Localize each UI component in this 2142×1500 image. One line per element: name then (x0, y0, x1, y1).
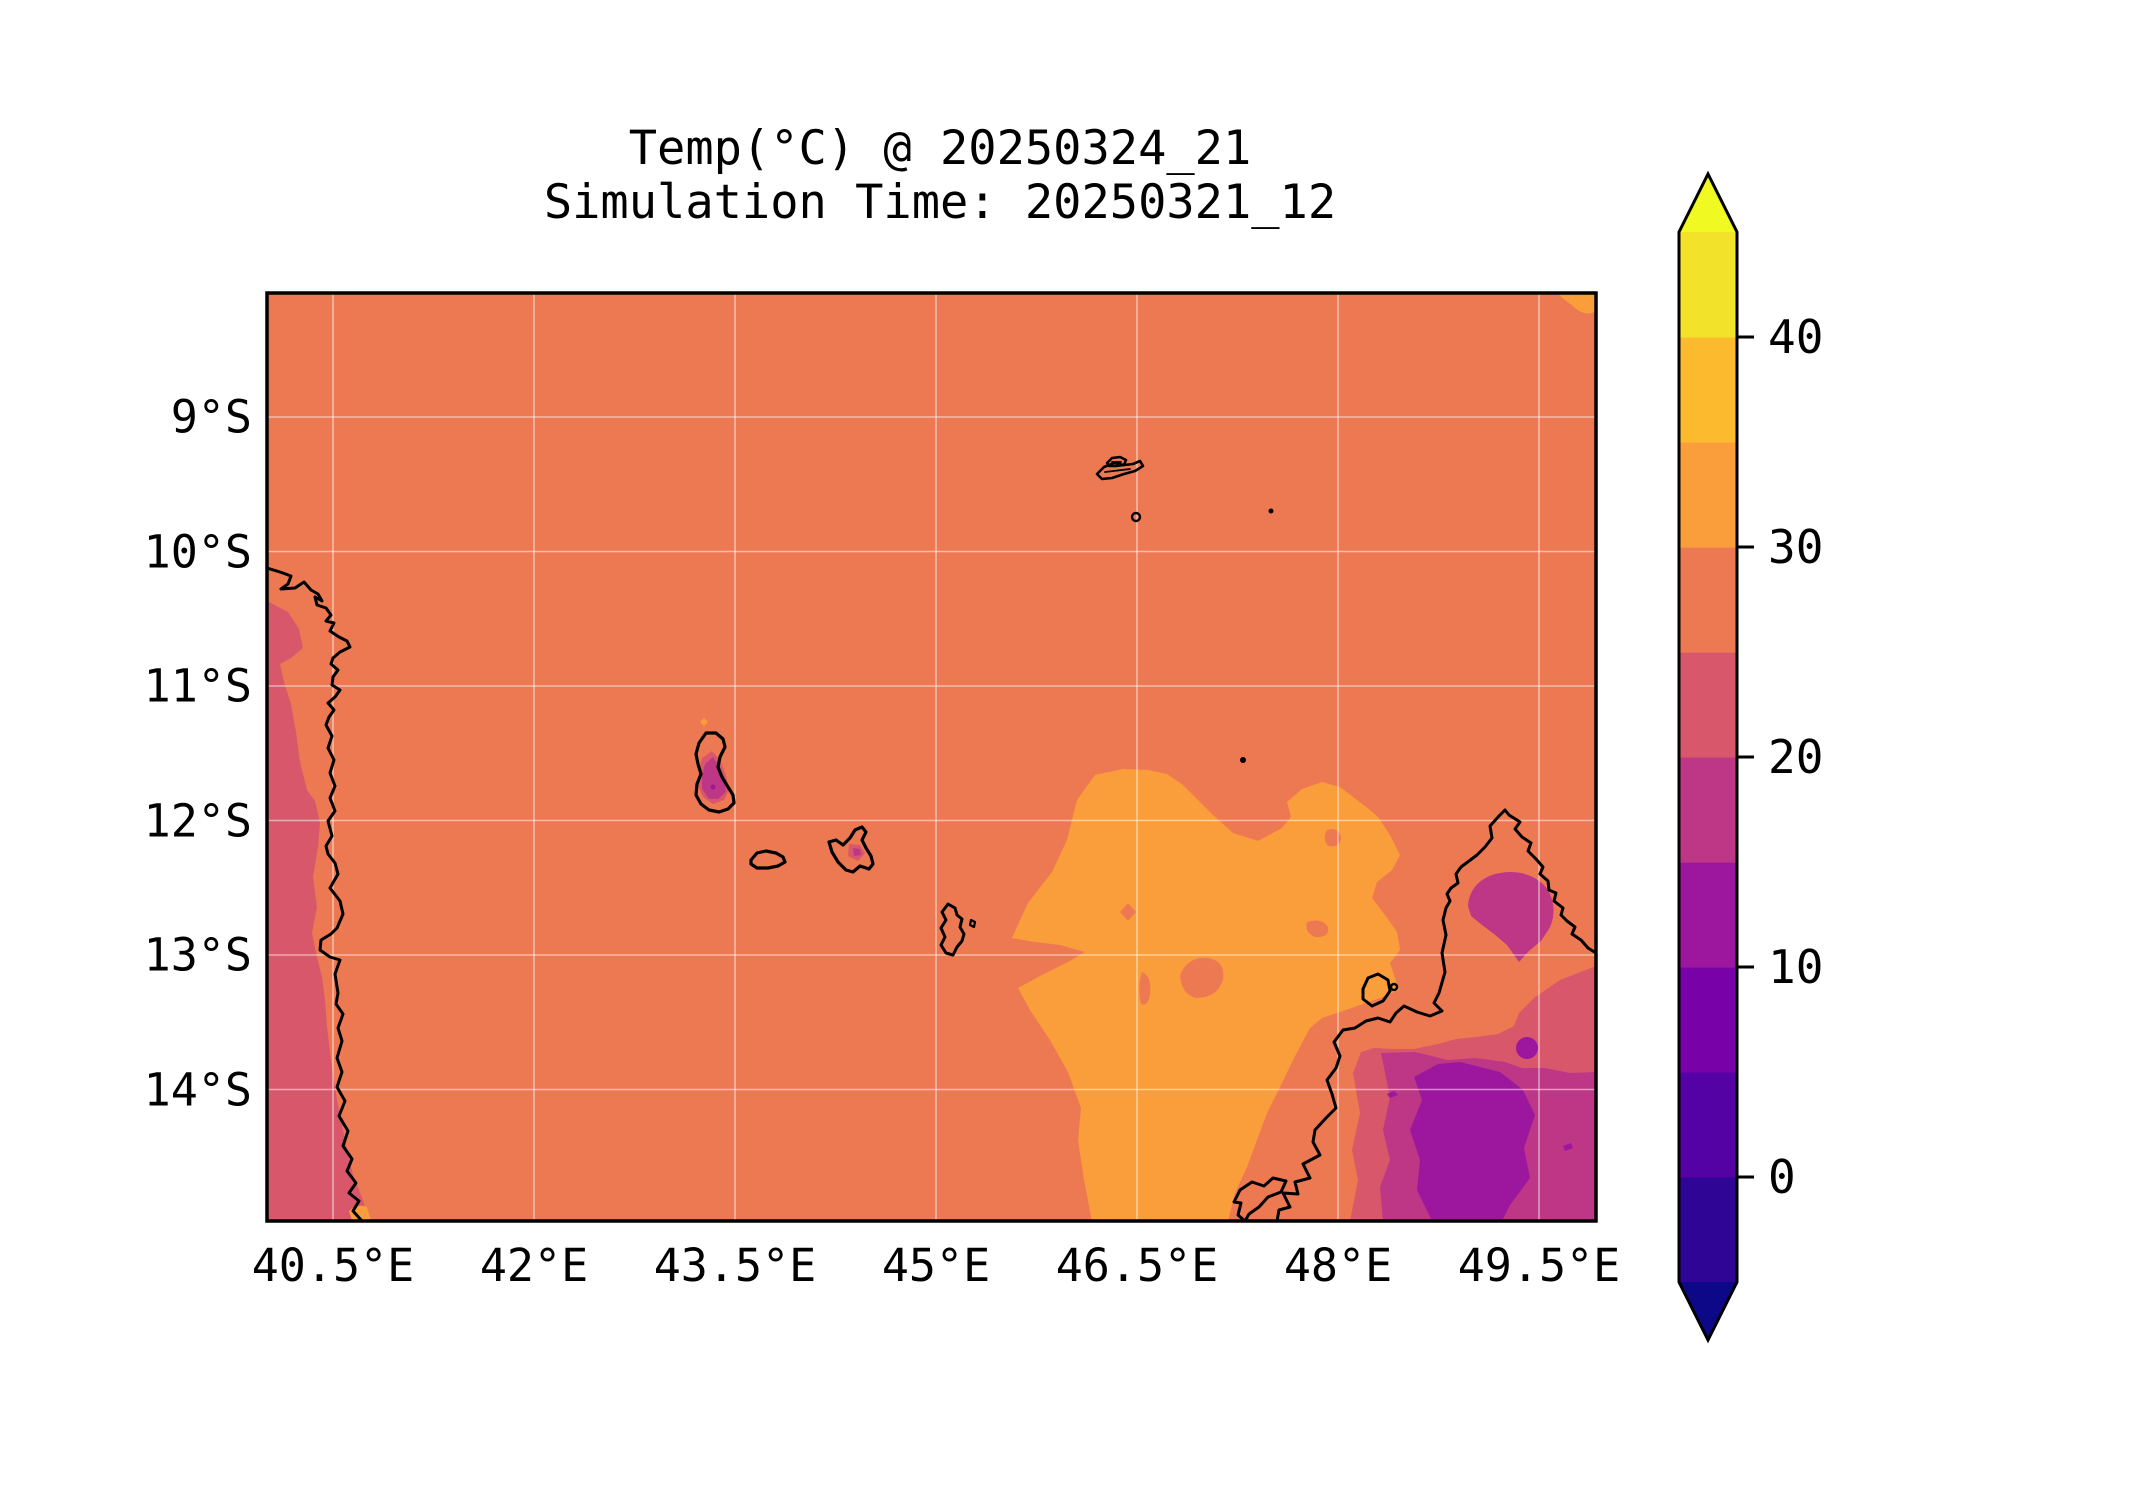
plot-title-line1: Temp(°C) @ 20250324_21 (628, 121, 1252, 176)
madagascar-coastline (1275, 808, 1596, 1221)
madagascar-peninsula (1232, 1176, 1288, 1221)
colorbar-tick-label: 20 (1768, 730, 1824, 784)
madagascar-north-cool-patch (1468, 871, 1554, 962)
grande-comore-cool-core (702, 757, 726, 799)
map-layers (267, 293, 1596, 1221)
grande-comore-cold-dot (710, 784, 716, 790)
x-tick-label: 48°E (1283, 1239, 1393, 1292)
grande-comore-outline (694, 731, 736, 814)
colorbar-band-25-30 (1679, 547, 1737, 653)
madagascar-highland-cold-blob (1410, 1062, 1535, 1221)
plot-title-line2: Simulation Time: 20250321_12 (543, 175, 1337, 230)
colorbar-outline (1677, 170, 1739, 1344)
y-tick-label: 10°S (143, 525, 252, 578)
y-tick-label: 11°S (143, 659, 252, 713)
colorbar-band--5-0 (1679, 1177, 1737, 1283)
colorbar-band-30-35 (1679, 442, 1737, 548)
map-plot-area (265, 291, 1598, 1223)
mayotte-islet (968, 918, 977, 929)
colorbar-band-10-15 (1679, 862, 1737, 968)
colorbar-tick-label: 10 (1768, 940, 1824, 994)
colorbar-band-35-40 (1679, 337, 1737, 443)
colorbar (1677, 170, 1754, 1344)
cold-dash-2 (1474, 1093, 1480, 1111)
map-frame-border (265, 291, 1598, 1223)
anjouan-cool-core (853, 848, 861, 856)
hot-blob-hole-1 (1120, 903, 1136, 921)
glorioso-chevron (1095, 459, 1145, 481)
x-tick-label: 43.5°E (653, 1239, 817, 1292)
y-tick-label: 14°S (143, 1063, 252, 1116)
x-tick-label: 49.5°E (1457, 1239, 1621, 1292)
hot-blob-hole-3 (1139, 972, 1151, 1005)
africa-coastline (267, 566, 364, 1221)
x-tick-label: 46.5°E (1055, 1239, 1219, 1292)
colorbar-tick-label: 0 (1768, 1150, 1796, 1204)
colorbar-band-0-5 (1679, 1072, 1737, 1178)
africa-cool-band (267, 601, 368, 1221)
x-tick-label: 42°E (479, 1239, 589, 1292)
islet-dot-south (1240, 757, 1246, 763)
hot-blob-hole-5 (1324, 829, 1341, 847)
y-tick-label: 12°S (143, 794, 252, 847)
colorbar-tick-label: 30 (1768, 520, 1824, 574)
hot-blob-hole-4 (1306, 920, 1329, 938)
nosy-islet (1389, 982, 1399, 992)
y-tick-label: 13°S (143, 928, 252, 982)
x-tick-label: 45°E (881, 1239, 991, 1292)
moheli-outline (749, 849, 787, 870)
glorioso-chevron-inner (1104, 468, 1131, 473)
colorbar-band-5-10 (1679, 967, 1737, 1073)
graticule-gridlines (267, 293, 1596, 1221)
hot-blob-hole-2 (1180, 957, 1224, 998)
cold-dash-3 (1563, 1143, 1573, 1151)
nosy-be-island (1361, 972, 1392, 1008)
colorbar-tick-label: 40 (1768, 310, 1824, 364)
reef-ring-dot (1130, 511, 1142, 523)
colorbar-band-20-25 (1679, 652, 1737, 758)
cold-dash-1 (1387, 1091, 1398, 1098)
comore-hot-speck (700, 718, 708, 726)
top-right-hot-patch (1557, 293, 1596, 314)
madagascar-cold-spot (1516, 1037, 1538, 1059)
colorbar-under-arrow (1679, 1282, 1737, 1340)
mayotte-outline (939, 902, 966, 957)
x-tick-label: 40.5°E (251, 1239, 415, 1292)
colorbar-band-15-20 (1679, 757, 1737, 863)
colorbar-over-arrow (1679, 174, 1737, 232)
y-tick-label: 9°S (170, 390, 252, 444)
islet-dot-east (1268, 508, 1274, 514)
geyser-reef-oval (1105, 455, 1128, 468)
anjouan-outline (827, 825, 875, 874)
colorbar-band-40-45 (1679, 232, 1737, 338)
